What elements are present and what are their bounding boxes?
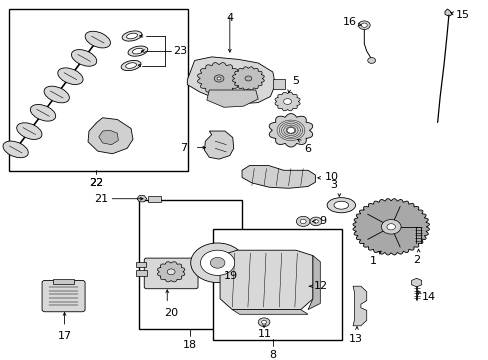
Circle shape	[306, 285, 315, 292]
Circle shape	[217, 77, 221, 80]
Ellipse shape	[326, 198, 355, 213]
Bar	[9, 9, 188, 171]
Circle shape	[299, 279, 308, 286]
Polygon shape	[232, 67, 264, 90]
Ellipse shape	[30, 104, 56, 121]
Text: 16: 16	[342, 17, 356, 27]
Bar	[212, 229, 342, 340]
Text: 18: 18	[183, 340, 196, 350]
Circle shape	[210, 257, 224, 268]
Polygon shape	[411, 278, 421, 287]
Circle shape	[309, 217, 321, 226]
Circle shape	[361, 23, 366, 27]
Circle shape	[258, 318, 269, 327]
Bar	[272, 79, 285, 89]
Polygon shape	[232, 310, 307, 314]
Ellipse shape	[85, 31, 110, 48]
Polygon shape	[204, 131, 233, 159]
Circle shape	[386, 224, 395, 230]
Text: 1: 1	[369, 256, 376, 266]
Text: 2: 2	[412, 255, 419, 265]
Circle shape	[214, 75, 224, 82]
Text: 21: 21	[94, 194, 108, 204]
Circle shape	[411, 219, 425, 229]
Ellipse shape	[122, 31, 142, 41]
Polygon shape	[187, 57, 275, 104]
Ellipse shape	[58, 68, 83, 85]
FancyBboxPatch shape	[42, 280, 85, 312]
Text: 22: 22	[88, 178, 103, 188]
Text: 3: 3	[329, 180, 336, 190]
Ellipse shape	[3, 141, 28, 158]
Text: 5: 5	[292, 76, 299, 86]
Text: 22: 22	[88, 178, 103, 188]
Circle shape	[167, 269, 175, 275]
Bar	[147, 196, 161, 202]
Polygon shape	[352, 286, 366, 326]
Circle shape	[296, 216, 309, 226]
Bar	[136, 270, 146, 276]
Polygon shape	[197, 63, 240, 94]
Bar	[302, 288, 305, 296]
Text: 12: 12	[313, 281, 327, 291]
Text: 4: 4	[226, 13, 233, 23]
Text: 9: 9	[318, 216, 325, 226]
Polygon shape	[206, 90, 258, 107]
Ellipse shape	[132, 48, 143, 54]
Polygon shape	[242, 166, 315, 188]
Ellipse shape	[333, 201, 348, 209]
Bar	[136, 262, 145, 267]
Circle shape	[286, 127, 294, 133]
Circle shape	[367, 58, 375, 63]
Ellipse shape	[125, 63, 136, 68]
Circle shape	[358, 21, 369, 30]
Text: 19: 19	[224, 271, 238, 281]
Circle shape	[283, 99, 291, 104]
Ellipse shape	[126, 33, 137, 39]
Circle shape	[313, 220, 318, 223]
FancyBboxPatch shape	[144, 258, 198, 289]
Ellipse shape	[71, 50, 97, 66]
Text: 7: 7	[179, 143, 186, 153]
Text: 13: 13	[348, 334, 362, 344]
Text: 10: 10	[325, 172, 339, 182]
Polygon shape	[88, 118, 133, 154]
Polygon shape	[268, 114, 312, 147]
Circle shape	[261, 320, 266, 324]
Polygon shape	[99, 130, 118, 145]
Circle shape	[244, 76, 251, 81]
Ellipse shape	[17, 123, 42, 139]
Ellipse shape	[128, 46, 147, 56]
Ellipse shape	[121, 60, 141, 71]
Circle shape	[200, 250, 234, 275]
Circle shape	[190, 243, 244, 283]
Circle shape	[381, 220, 400, 234]
Text: 15: 15	[455, 10, 469, 20]
Text: 20: 20	[164, 308, 178, 318]
Text: 23: 23	[173, 46, 187, 56]
Polygon shape	[352, 199, 428, 255]
Polygon shape	[157, 262, 184, 282]
Circle shape	[300, 219, 305, 224]
Text: 14: 14	[421, 292, 435, 302]
Text: 8: 8	[269, 350, 276, 360]
Text: 17: 17	[58, 331, 71, 341]
Polygon shape	[274, 92, 300, 111]
Polygon shape	[444, 9, 451, 16]
Polygon shape	[307, 256, 320, 310]
Bar	[53, 279, 74, 284]
Polygon shape	[137, 195, 146, 202]
Bar	[139, 200, 242, 329]
Text: 6: 6	[304, 144, 310, 154]
Ellipse shape	[44, 86, 69, 103]
Text: 11: 11	[258, 329, 271, 339]
Polygon shape	[220, 250, 312, 310]
